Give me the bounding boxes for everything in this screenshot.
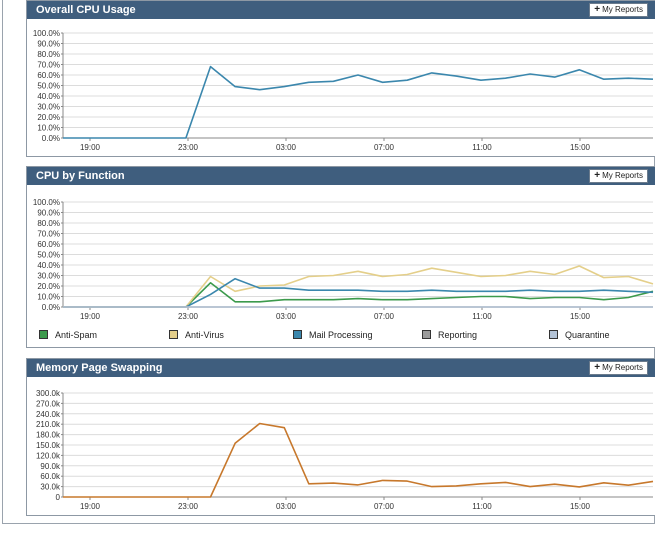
y-tick-label: 50.0% — [37, 82, 60, 91]
cpu-by-function-chart: 100.0% 90.0%80.0% 70.0%60.0% 50.0%40.0% 30.0… — [33, 198, 654, 321]
y-tick-label: 240.0k — [36, 410, 61, 419]
x-tick-label: 03:00 — [276, 143, 297, 152]
x-tick-label: 07:00 — [374, 502, 395, 511]
y-tick-label: 0 — [56, 493, 61, 502]
series-line — [63, 422, 654, 498]
legend-label: Reporting — [438, 330, 478, 340]
legend-swatch — [549, 330, 558, 339]
y-tick-label: 20.0% — [37, 282, 60, 291]
x-tick-label: 19:00 — [80, 502, 101, 511]
x-tick-label: 11:00 — [472, 502, 492, 511]
y-tick-label: 60.0k — [40, 472, 61, 481]
x-tick-label: 15:00 — [570, 502, 591, 511]
legend-swatch — [39, 330, 48, 339]
y-tick-label: 210.0k — [36, 420, 61, 429]
panel-header: CPU by Function + My Reports — [27, 167, 655, 185]
y-tick-label: 40.0% — [37, 92, 60, 101]
y-tick-label: 50.0% — [37, 251, 60, 260]
my-reports-label: My Reports — [602, 171, 643, 180]
legend-item-mail-processing: Mail Processing — [293, 330, 373, 340]
legend-item-anti-spam: Anti-Spam — [39, 330, 97, 340]
y-tick-label: 30.0k — [40, 483, 61, 492]
y-tick-label: 20.0% — [37, 113, 60, 122]
x-tick-label: 11:00 — [472, 143, 492, 152]
y-tick-label: 30.0% — [37, 103, 60, 112]
legend-swatch — [293, 330, 302, 339]
legend-label: Quarantine — [565, 330, 610, 340]
report-frame: Overall CPU Usage + My Reports 100.0% 90.0… — [2, 0, 655, 524]
legend-item-reporting: Reporting — [422, 330, 477, 340]
x-tick-label: 15:00 — [570, 143, 591, 152]
y-tick-label: 80.0% — [37, 50, 60, 59]
legend-swatch — [169, 330, 178, 339]
cpu-by-function-panel: CPU by Function + My Reports 100.0% 90.0% 8… — [26, 166, 655, 348]
y-tick-label: 180.0k — [36, 431, 61, 440]
y-tick-label: 90.0% — [37, 40, 60, 49]
series-line — [63, 65, 654, 139]
legend-item-anti-virus: Anti-Virus — [169, 330, 224, 340]
y-tick-label: 120.0k — [36, 451, 61, 460]
y-tick-label: 300.0k — [36, 389, 61, 398]
legend-label: Anti-Virus — [185, 330, 224, 340]
x-tick-label: 23:00 — [178, 312, 199, 321]
y-tick-label: 80.0% — [37, 219, 60, 228]
y-tick-label: 100.0% — [33, 29, 60, 38]
plus-icon: + — [594, 170, 601, 181]
x-tick-label: 03:00 — [276, 312, 297, 321]
y-tick-label: 70.0% — [37, 61, 60, 70]
my-reports-button[interactable]: + My Reports — [589, 169, 648, 183]
my-reports-button[interactable]: + My Reports — [589, 361, 648, 375]
y-tick-label: 100.0% — [33, 198, 60, 207]
x-tick-label: 07:00 — [374, 143, 395, 152]
y-tick-label: 90.0% — [37, 209, 60, 218]
x-tick-label: 23:00 — [178, 143, 199, 152]
legend-label: Mail Processing — [309, 330, 373, 340]
overall-cpu-panel: Overall CPU Usage + My Reports 100.0% 90.0… — [26, 0, 655, 157]
x-tick-label: 11:00 — [472, 312, 492, 321]
y-tick-label: 40.0% — [37, 261, 60, 270]
chart-legend: Anti-Spam Anti-Virus Mail Processing Rep… — [27, 327, 655, 343]
x-tick-label: 15:00 — [570, 312, 591, 321]
y-tick-label: 70.0% — [37, 230, 60, 239]
panel-title: CPU by Function — [36, 170, 125, 182]
y-tick-label: 10.0% — [37, 124, 60, 133]
my-reports-button[interactable]: + My Reports — [589, 3, 648, 17]
y-tick-label: 0.0% — [42, 303, 60, 312]
panel-header: Overall CPU Usage + My Reports — [27, 1, 655, 19]
x-tick-label: 03:00 — [276, 502, 297, 511]
x-tick-label: 19:00 — [80, 143, 101, 152]
y-tick-label: 90.0k — [40, 462, 61, 471]
memory-swapping-panel: Memory Page Swapping + My Reports 300.0k 2… — [26, 358, 655, 516]
x-tick-label: 23:00 — [178, 502, 199, 511]
x-tick-label: 07:00 — [374, 312, 395, 321]
plus-icon: + — [594, 4, 601, 15]
legend-item-quarantine: Quarantine — [549, 330, 610, 340]
y-tick-label: 150.0k — [36, 441, 61, 450]
my-reports-label: My Reports — [602, 363, 643, 372]
series-line — [63, 277, 654, 308]
y-tick-label: 10.0% — [37, 293, 60, 302]
x-tick-label: 19:00 — [80, 312, 101, 321]
panel-header: Memory Page Swapping + My Reports — [27, 359, 655, 377]
y-tick-label: 60.0% — [37, 240, 60, 249]
legend-swatch — [422, 330, 431, 339]
plus-icon: + — [594, 362, 601, 373]
legend-label: Anti-Spam — [55, 330, 98, 340]
panel-title: Memory Page Swapping — [36, 362, 163, 374]
overall-cpu-chart: 100.0% 90.0%80.0% 70.0%60.0% 50.0%40.0% 30.0… — [33, 29, 654, 152]
my-reports-label: My Reports — [602, 5, 643, 14]
y-tick-label: 30.0% — [37, 272, 60, 281]
y-tick-label: 0.0% — [42, 134, 60, 143]
y-tick-label: 60.0% — [37, 71, 60, 80]
y-tick-label: 270.0k — [36, 399, 61, 408]
panel-title: Overall CPU Usage — [36, 4, 136, 16]
